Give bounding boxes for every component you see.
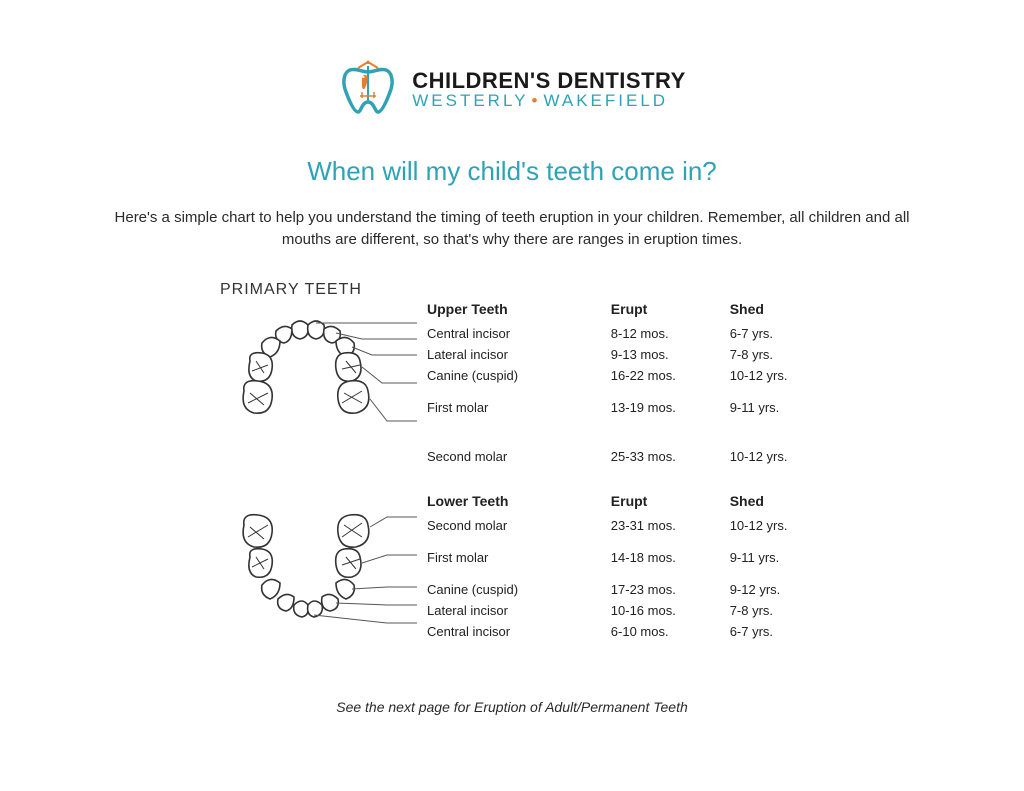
tooth-erupt: 17-23 mos. — [611, 579, 730, 600]
upper-col-shed: Shed — [730, 299, 827, 323]
tooth-name: Lateral incisor — [427, 600, 611, 621]
brand-dot-icon: • — [528, 91, 543, 110]
intro-paragraph: Here's a simple chart to help you unders… — [90, 207, 934, 251]
tooth-shed: 6-7 yrs. — [730, 621, 827, 642]
lower-title: Lower Teeth — [427, 491, 611, 515]
tooth-shed: 10-12 yrs. — [730, 515, 827, 536]
tooth-name: First molar — [427, 386, 611, 429]
tooth-logo-icon — [338, 58, 398, 120]
brand-name: CHILDREN'S DENTISTRY — [412, 69, 686, 92]
table-row: Lateral incisor 10-16 mos. 7-8 yrs. — [427, 600, 827, 621]
lower-col-shed: Shed — [730, 491, 827, 515]
tooth-name: Lateral incisor — [427, 344, 611, 365]
brand-text: CHILDREN'S DENTISTRY WESTERLY•WAKEFIELD — [412, 69, 686, 110]
tooth-erupt: 9-13 mos. — [611, 344, 730, 365]
table-row: First molar 13-19 mos. 9-11 yrs. — [427, 386, 827, 429]
tooth-erupt: 23-31 mos. — [611, 515, 730, 536]
tooth-shed: 10-12 yrs. — [730, 429, 827, 468]
tooth-erupt: 10-16 mos. — [611, 600, 730, 621]
tooth-shed: 9-11 yrs. — [730, 386, 827, 429]
lower-teeth-table: Lower Teeth Erupt Shed Second molar 23-3… — [427, 491, 827, 642]
tooth-erupt: 13-19 mos. — [611, 386, 730, 429]
tooth-name: Central incisor — [427, 621, 611, 642]
teeth-diagram — [192, 303, 417, 663]
tooth-name: Canine (cuspid) — [427, 365, 611, 386]
table-row: Central incisor 8-12 mos. 6-7 yrs. — [427, 323, 827, 344]
brand-locations: WESTERLY•WAKEFIELD — [412, 92, 686, 110]
tooth-shed: 10-12 yrs. — [730, 365, 827, 386]
table-row: Canine (cuspid) 16-22 mos. 10-12 yrs. — [427, 365, 827, 386]
table-row: Lateral incisor 9-13 mos. 7-8 yrs. — [427, 344, 827, 365]
table-row: Second molar 25-33 mos. 10-12 yrs. — [427, 429, 827, 468]
tooth-erupt: 25-33 mos. — [611, 429, 730, 468]
upper-teeth-table: Upper Teeth Erupt Shed Central incisor 8… — [427, 299, 827, 468]
table-row: First molar 14-18 mos. 9-11 yrs. — [427, 536, 827, 579]
tooth-name: Second molar — [427, 429, 611, 468]
tooth-erupt: 14-18 mos. — [611, 536, 730, 579]
tooth-name: Second molar — [427, 515, 611, 536]
upper-col-erupt: Erupt — [611, 299, 730, 323]
tooth-name: First molar — [427, 536, 611, 579]
footnote: See the next page for Eruption of Adult/… — [0, 699, 1024, 715]
tooth-erupt: 8-12 mos. — [611, 323, 730, 344]
brand-header: CHILDREN'S DENTISTRY WESTERLY•WAKEFIELD — [0, 0, 1024, 120]
tooth-shed: 9-11 yrs. — [730, 536, 827, 579]
tooth-erupt: 6-10 mos. — [611, 621, 730, 642]
chart-heading: PRIMARY TEETH — [220, 281, 362, 299]
brand-loc-1: WESTERLY — [412, 91, 528, 110]
table-row: Canine (cuspid) 17-23 mos. 9-12 yrs. — [427, 579, 827, 600]
tooth-name: Canine (cuspid) — [427, 579, 611, 600]
tooth-shed: 6-7 yrs. — [730, 323, 827, 344]
tooth-name: Central incisor — [427, 323, 611, 344]
tooth-shed: 7-8 yrs. — [730, 600, 827, 621]
tooth-shed: 9-12 yrs. — [730, 579, 827, 600]
lower-col-erupt: Erupt — [611, 491, 730, 515]
brand-loc-2: WAKEFIELD — [543, 91, 668, 110]
table-row: Central incisor 6-10 mos. 6-7 yrs. — [427, 621, 827, 642]
table-row: Second molar 23-31 mos. 10-12 yrs. — [427, 515, 827, 536]
page-title: When will my child's teeth come in? — [0, 156, 1024, 187]
teeth-chart: PRIMARY TEETH — [192, 281, 832, 681]
upper-title: Upper Teeth — [427, 299, 611, 323]
tooth-erupt: 16-22 mos. — [611, 365, 730, 386]
tooth-shed: 7-8 yrs. — [730, 344, 827, 365]
